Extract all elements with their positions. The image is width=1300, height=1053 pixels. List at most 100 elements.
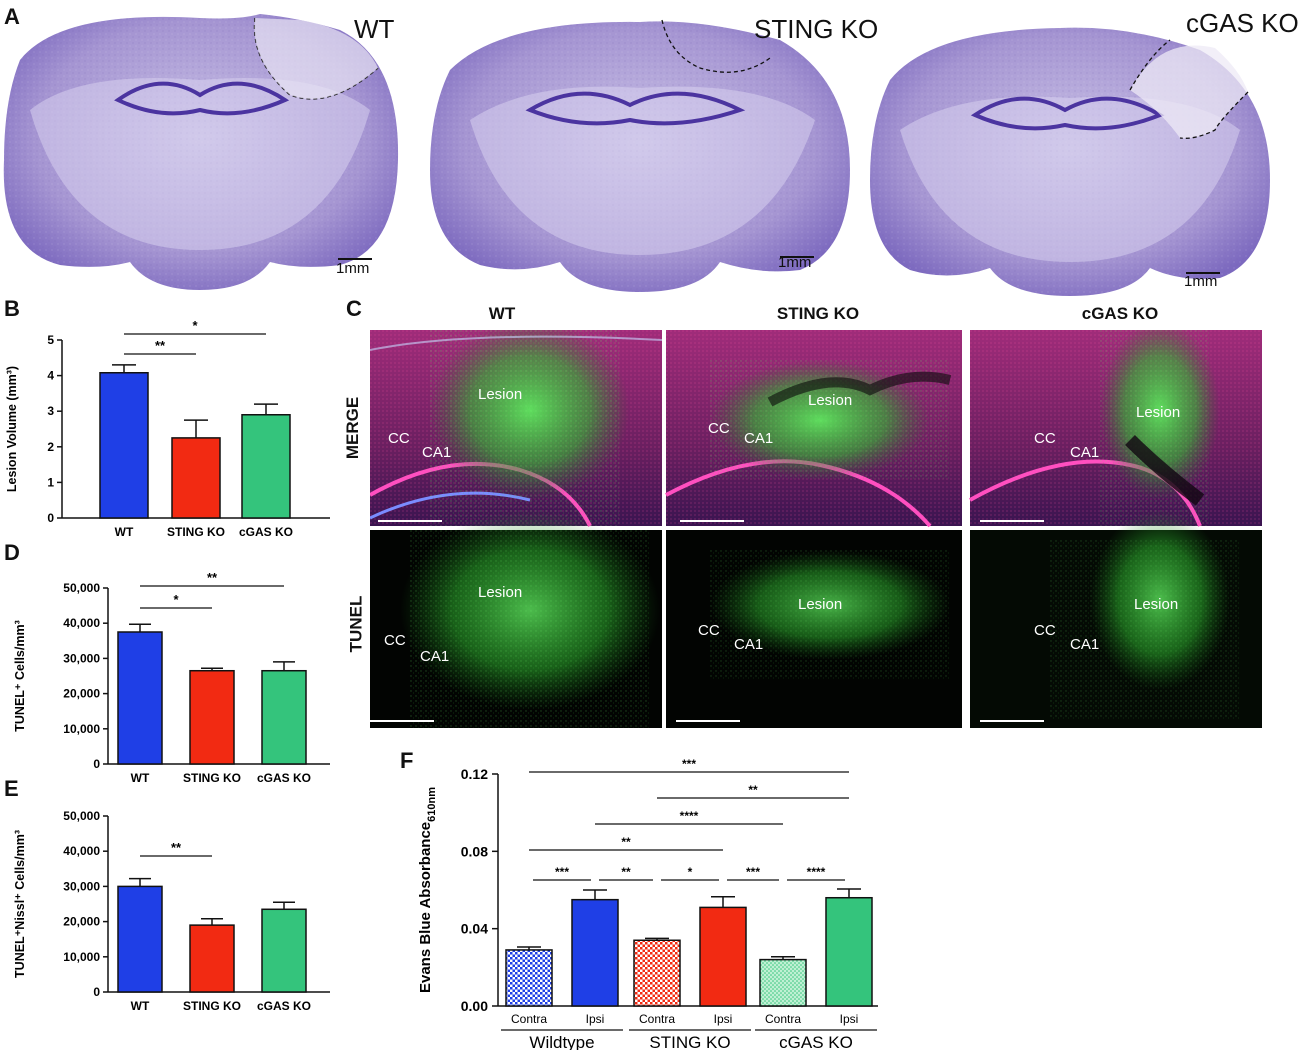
scale-label-wt: 1mm xyxy=(336,260,370,277)
x-tick-label: Contra xyxy=(511,1012,547,1026)
merge-cgas-ca1-label: CA1 xyxy=(1070,444,1100,461)
y-axis-label: TUNEL⁺ Cells/mm³ xyxy=(13,620,27,731)
x-tick-label: STING KO xyxy=(167,525,225,539)
tunel-cgas-ko xyxy=(970,510,1262,728)
x-tick-label: STING KO xyxy=(183,999,241,1013)
y-tick-label: 30,000 xyxy=(63,651,100,665)
y-tick-label: 10,000 xyxy=(63,950,100,964)
y-tick-label: 2 xyxy=(47,440,54,454)
significance-label: ** xyxy=(171,840,182,855)
brain-section-sting-ko xyxy=(430,19,850,293)
tunel-sting-ca1-label: CA1 xyxy=(734,636,764,653)
y-axis-label: Lesion Volume (mm³) xyxy=(5,366,19,492)
merge-cgas-ko xyxy=(969,330,1262,527)
column-title-wt: WT xyxy=(488,304,516,323)
y-tick-label: 10,000 xyxy=(63,722,100,736)
tunel-wt-lesion-label: Lesion xyxy=(478,584,523,601)
tunel-cgas-lesion-label: Lesion xyxy=(1134,596,1179,613)
row-label-tunel: TUNEL xyxy=(346,595,366,653)
bar xyxy=(633,939,681,1007)
bar xyxy=(261,908,307,993)
y-tick-label: 40,000 xyxy=(63,844,100,858)
tunel-cgas-ca1-label: CA1 xyxy=(1070,636,1100,653)
merge-sting-ko xyxy=(665,330,962,528)
x-tick-label: cGAS KO xyxy=(239,525,293,539)
y-tick-label: 20,000 xyxy=(63,687,100,701)
significance-label: * xyxy=(688,865,693,879)
y-tick-label: 3 xyxy=(47,404,54,418)
tunel-wt xyxy=(370,510,662,728)
bar xyxy=(261,669,307,765)
brain-section-wt xyxy=(3,14,399,290)
chart-f-evans-blue: 0.00 0.04 0.08 0.12 Evans Blue Absorbance610… xyxy=(417,757,878,1050)
fluorescence-micrographs xyxy=(370,330,1262,728)
y-axis-label-subscript: 610nm xyxy=(426,787,438,822)
bar xyxy=(571,898,619,1007)
x-tick-label: Ipsi xyxy=(586,1012,605,1026)
chart-d-tunel-cells: 0 10,000 20,000 30,000 40,000 50,000 TUNEL⁺ Ce… xyxy=(13,570,330,785)
scale-bar-merge-wt xyxy=(378,520,442,522)
significance-label: * xyxy=(192,318,198,333)
significance-label: * xyxy=(173,592,179,607)
merge-cgas-cc-label: CC xyxy=(1034,430,1056,447)
significance-label: ** xyxy=(621,865,631,879)
y-tick-label: 0 xyxy=(47,511,54,525)
tunel-sting-lesion-label: Lesion xyxy=(798,596,843,613)
scale-bar-merge-sting xyxy=(680,520,744,522)
merge-wt-cc-label: CC xyxy=(388,430,410,447)
significance-label: ** xyxy=(748,783,758,797)
x-tick-label: WT xyxy=(115,525,134,539)
y-tick-label: 0.04 xyxy=(461,921,488,937)
y-tick-label: 5 xyxy=(47,333,54,347)
brain-sections-image xyxy=(3,14,1270,297)
column-title-cgas-ko: cGAS KO xyxy=(1081,304,1159,323)
x-tick-label: STING KO xyxy=(183,771,241,785)
column-title-sting-ko: STING KO xyxy=(776,304,860,323)
group-label: Wildtype xyxy=(529,1033,594,1050)
x-tick-label: cGAS KO xyxy=(257,999,311,1013)
section-title-wt: WT xyxy=(354,14,395,44)
bar xyxy=(117,885,163,993)
scale-bar-tunel-sting xyxy=(676,720,740,722)
scale-bar-merge-cgas xyxy=(980,520,1044,522)
bar xyxy=(117,631,163,765)
section-title-cgas-ko: cGAS KO xyxy=(1186,8,1299,38)
tunel-sting-ko xyxy=(666,530,962,728)
x-tick-label: WT xyxy=(131,999,150,1013)
tunel-wt-ca1-label: CA1 xyxy=(420,648,450,665)
y-tick-label: 0.12 xyxy=(461,766,488,782)
bar xyxy=(699,906,747,1007)
y-tick-label: 50,000 xyxy=(63,581,100,595)
panel-b-label: B xyxy=(4,296,20,321)
bar xyxy=(171,437,221,519)
bar xyxy=(99,372,149,519)
panel-c-label: C xyxy=(346,296,362,321)
tunel-cgas-cc-label: CC xyxy=(1034,622,1056,639)
scale-bar-cgas-ko xyxy=(1186,272,1220,274)
bar xyxy=(759,958,807,1007)
x-tick-label: Ipsi xyxy=(840,1012,859,1026)
scale-bar-sting-ko xyxy=(780,256,814,258)
significance-label: *** xyxy=(555,865,569,879)
y-axis-label: Evans Blue Absorbance610nm xyxy=(417,787,438,993)
x-tick-label: cGAS KO xyxy=(257,771,311,785)
y-tick-label: 50,000 xyxy=(63,809,100,823)
bar xyxy=(241,414,291,519)
y-tick-label: 0.08 xyxy=(461,843,488,859)
x-tick-label: Contra xyxy=(639,1012,675,1026)
bar xyxy=(825,896,873,1007)
panel-f-label: F xyxy=(400,748,414,773)
y-tick-label: 0 xyxy=(93,985,100,999)
section-title-sting-ko: STING KO xyxy=(754,14,879,44)
bar xyxy=(189,924,235,993)
scale-label-sting-ko: 1mm xyxy=(778,254,812,271)
group-label: cGAS KO xyxy=(779,1033,853,1050)
row-label-merge: MERGE xyxy=(343,396,363,460)
y-tick-label: 4 xyxy=(47,369,54,383)
brain-section-cgas-ko xyxy=(870,27,1270,297)
bar xyxy=(189,669,235,765)
significance-label: ** xyxy=(207,570,218,585)
scale-bar-wt xyxy=(338,258,372,260)
tunel-wt-cc-label: CC xyxy=(384,632,406,649)
y-tick-label: 20,000 xyxy=(63,915,100,929)
